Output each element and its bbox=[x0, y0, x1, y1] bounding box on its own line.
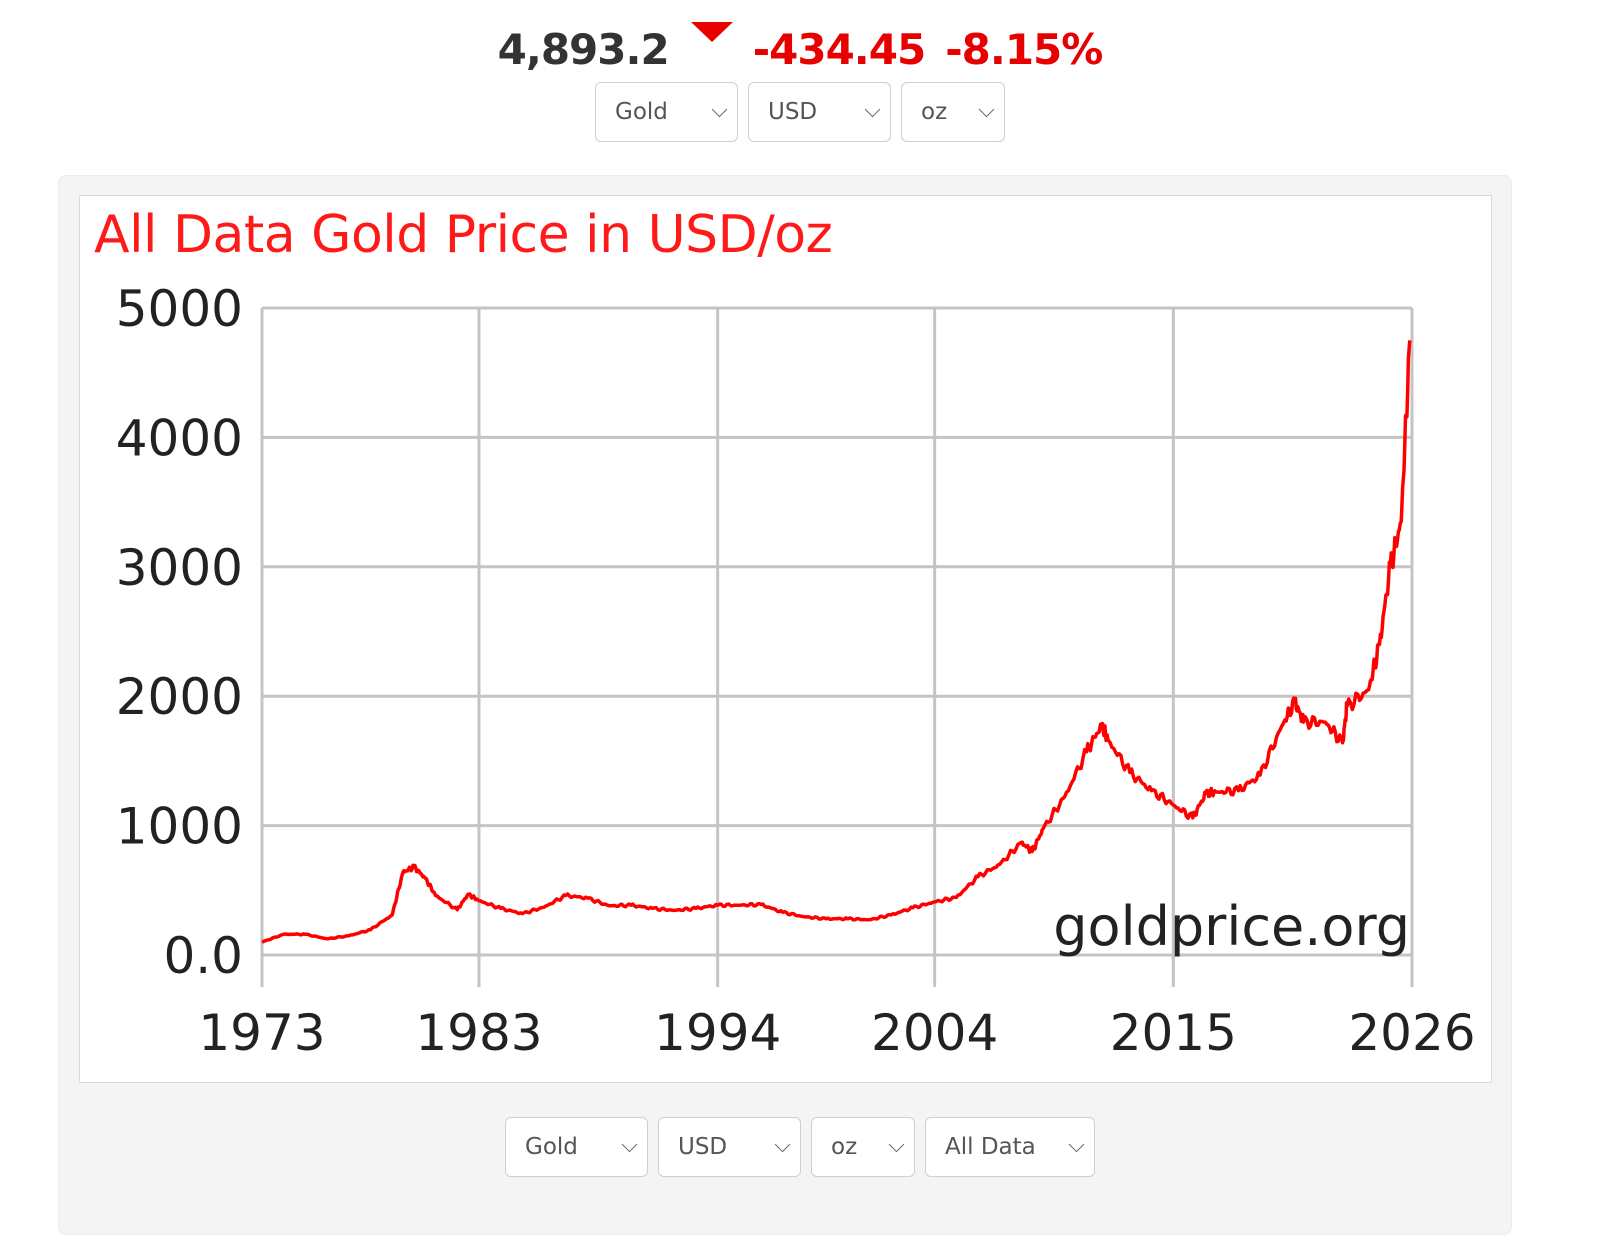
x-tick-label: 2004 bbox=[871, 1004, 998, 1062]
currency-select-value: USD bbox=[678, 1134, 728, 1160]
x-tick-label: 1973 bbox=[198, 1004, 325, 1062]
x-tick-label: 1983 bbox=[415, 1004, 542, 1062]
currency-select-bottom[interactable]: USD bbox=[658, 1117, 801, 1177]
x-tick-label: 1994 bbox=[654, 1004, 781, 1062]
top-selector-row: Gold USD oz bbox=[0, 82, 1600, 142]
chevron-down-icon bbox=[888, 1136, 905, 1152]
y-tick-label: 3000 bbox=[116, 539, 243, 597]
unit-select-value: oz bbox=[921, 99, 948, 125]
current-price: 4,893.2 bbox=[497, 25, 670, 74]
metal-select-bottom[interactable]: Gold bbox=[505, 1117, 648, 1177]
price-quote: 4,893.2 -434.45 -8.15% bbox=[0, 22, 1600, 78]
chevron-down-icon bbox=[774, 1136, 791, 1152]
x-tick-label: 2015 bbox=[1110, 1004, 1237, 1062]
y-tick-label: 1000 bbox=[116, 798, 243, 856]
y-tick-label: 5000 bbox=[116, 280, 243, 338]
unit-select-value: oz bbox=[831, 1134, 858, 1160]
chart-title: All Data Gold Price in USD/oz bbox=[94, 205, 833, 265]
range-select-bottom[interactable]: All Data bbox=[925, 1117, 1095, 1177]
currency-select-value: USD bbox=[768, 99, 818, 125]
y-tick-label: 4000 bbox=[116, 409, 243, 467]
metal-select-value: Gold bbox=[615, 99, 668, 125]
range-select-value: All Data bbox=[945, 1134, 1036, 1160]
price-change-percent: -8.15% bbox=[945, 25, 1103, 74]
metal-select-top[interactable]: Gold bbox=[595, 82, 738, 142]
y-tick-label: 0.0 bbox=[163, 927, 243, 985]
x-tick-label: 2026 bbox=[1348, 1004, 1475, 1062]
bottom-selector-row: Gold USD oz All Data bbox=[0, 1117, 1600, 1177]
price-line bbox=[261, 340, 1412, 944]
currency-select-top[interactable]: USD bbox=[748, 82, 891, 142]
y-tick-label: 2000 bbox=[116, 668, 243, 726]
unit-select-bottom[interactable]: oz bbox=[811, 1117, 915, 1177]
metal-select-value: Gold bbox=[525, 1134, 578, 1160]
watermark-text: goldprice.org bbox=[1053, 895, 1410, 958]
chevron-down-icon bbox=[621, 1136, 638, 1152]
price-change: -434.45 bbox=[752, 25, 927, 74]
chevron-down-icon bbox=[1068, 1136, 1085, 1152]
unit-select-top[interactable]: oz bbox=[901, 82, 1005, 142]
triangle-down-icon bbox=[690, 22, 733, 42]
